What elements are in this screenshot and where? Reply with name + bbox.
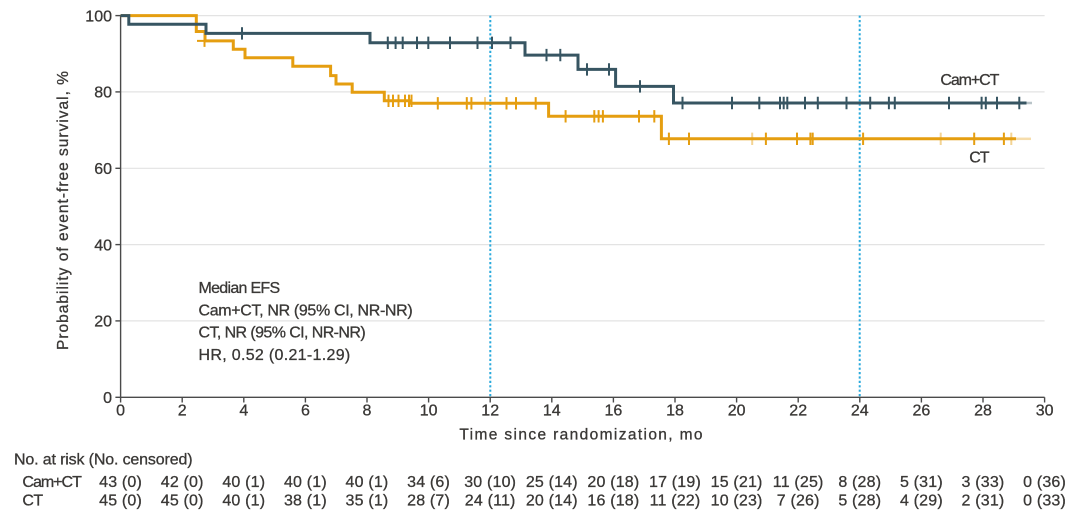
svg-text:2: 2 xyxy=(178,403,187,420)
svg-text:30 (10): 30 (10) xyxy=(464,474,516,491)
svg-text:40 (1): 40 (1) xyxy=(222,474,265,491)
svg-text:14: 14 xyxy=(543,403,561,420)
svg-text:0 (33): 0 (33) xyxy=(1023,493,1066,510)
svg-text:40: 40 xyxy=(94,237,112,254)
svg-text:43 (0): 43 (0) xyxy=(99,474,142,491)
svg-text:16 (18): 16 (18) xyxy=(587,493,639,510)
svg-text:7 (26): 7 (26) xyxy=(777,493,820,510)
svg-text:40 (1): 40 (1) xyxy=(222,493,265,510)
svg-text:42 (0): 42 (0) xyxy=(161,474,204,491)
svg-text:10: 10 xyxy=(420,403,438,420)
svg-text:HR, 0.52 (0.21-1.29): HR, 0.52 (0.21-1.29) xyxy=(199,347,351,364)
svg-text:40 (1): 40 (1) xyxy=(284,474,327,491)
svg-text:40 (1): 40 (1) xyxy=(346,474,389,491)
svg-text:11 (25): 11 (25) xyxy=(773,474,824,491)
svg-text:20 (14): 20 (14) xyxy=(526,493,578,510)
svg-text:8 (28): 8 (28) xyxy=(838,474,881,491)
svg-text:CT: CT xyxy=(22,493,43,510)
svg-text:5 (31): 5 (31) xyxy=(900,474,943,491)
svg-text:18: 18 xyxy=(666,403,684,420)
svg-text:Probability of event-free surv: Probability of event-free survival, % xyxy=(55,70,72,350)
svg-text:60: 60 xyxy=(94,161,112,178)
svg-text:26: 26 xyxy=(913,403,931,420)
svg-text:0: 0 xyxy=(116,403,125,420)
svg-text:2 (31): 2 (31) xyxy=(962,493,1005,510)
svg-text:45 (0): 45 (0) xyxy=(161,493,204,510)
svg-text:24: 24 xyxy=(851,403,869,420)
svg-text:Cam+CT: Cam+CT xyxy=(22,474,82,491)
svg-text:11 (22): 11 (22) xyxy=(650,493,701,510)
svg-text:5 (28): 5 (28) xyxy=(838,493,881,510)
svg-text:16: 16 xyxy=(605,403,623,420)
svg-text:12: 12 xyxy=(481,403,499,420)
svg-text:28: 28 xyxy=(974,403,992,420)
svg-text:28 (7): 28 (7) xyxy=(407,493,450,510)
svg-text:Cam+CT: Cam+CT xyxy=(940,72,999,89)
svg-text:Cam+CT, NR (95% CI, NR-NR): Cam+CT, NR (95% CI, NR-NR) xyxy=(199,302,413,319)
svg-text:34 (6): 34 (6) xyxy=(407,474,450,491)
svg-text:6: 6 xyxy=(301,403,310,420)
svg-text:17 (19): 17 (19) xyxy=(649,474,701,491)
svg-text:20: 20 xyxy=(94,314,112,331)
svg-text:4: 4 xyxy=(239,403,248,420)
svg-text:100: 100 xyxy=(85,8,112,25)
svg-text:80: 80 xyxy=(94,85,112,102)
svg-text:CT: CT xyxy=(969,150,990,167)
svg-text:20 (18): 20 (18) xyxy=(587,474,639,491)
svg-text:Time since randomization, mo: Time since randomization, mo xyxy=(459,427,704,444)
svg-text:22: 22 xyxy=(789,403,807,420)
svg-text:10 (23): 10 (23) xyxy=(711,493,763,510)
svg-text:8: 8 xyxy=(363,403,372,420)
svg-text:30: 30 xyxy=(1036,403,1054,420)
svg-text:0: 0 xyxy=(103,390,112,407)
svg-text:35 (1): 35 (1) xyxy=(346,493,389,510)
svg-text:38 (1): 38 (1) xyxy=(284,493,327,510)
svg-text:3 (33): 3 (33) xyxy=(962,474,1005,491)
svg-text:0 (36): 0 (36) xyxy=(1023,474,1066,491)
svg-text:CT, NR (95% CI, NR-NR): CT, NR (95% CI, NR-NR) xyxy=(199,325,366,342)
svg-text:Median EFS: Median EFS xyxy=(199,280,280,297)
svg-text:4 (29): 4 (29) xyxy=(900,493,943,510)
svg-text:25 (14): 25 (14) xyxy=(526,474,578,491)
svg-text:24 (11): 24 (11) xyxy=(465,493,516,510)
svg-text:15 (21): 15 (21) xyxy=(711,474,763,491)
svg-text:45 (0): 45 (0) xyxy=(99,493,142,510)
svg-text:20: 20 xyxy=(728,403,746,420)
svg-text:No. at risk (No. censored): No. at risk (No. censored) xyxy=(14,452,192,469)
